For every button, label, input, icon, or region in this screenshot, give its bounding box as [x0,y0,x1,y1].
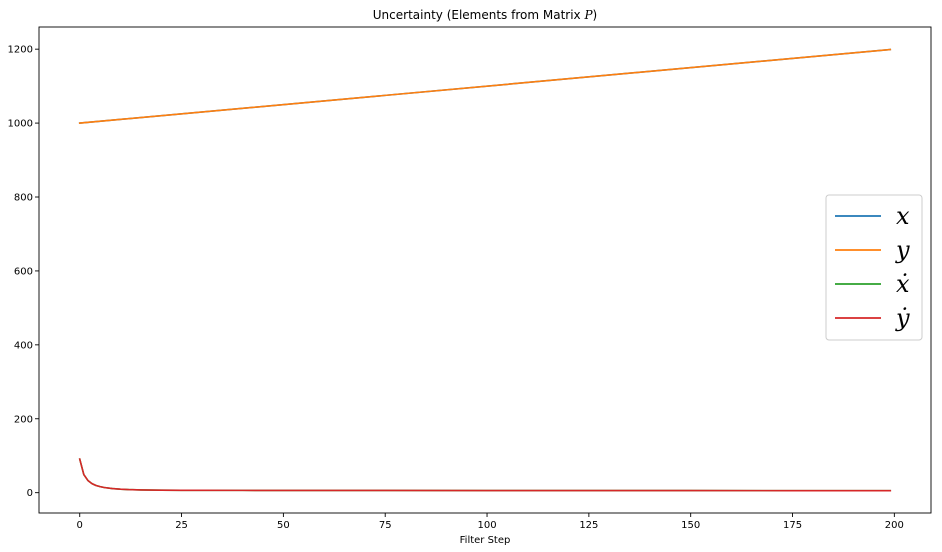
x-tick-label: 150 [681,520,700,531]
y-tick-label: 1200 [8,45,33,56]
y-tick-label: 600 [14,266,33,277]
y-tick-label: 800 [14,193,33,204]
legend-label-1: x [896,202,910,230]
y-tick-label: 200 [14,414,33,425]
x-tick-label: 50 [277,520,290,531]
legend-box [825,194,923,341]
y-tick-label: 1000 [8,119,33,130]
legend-label-3: ẋ [896,270,910,298]
series-line-3 [78,458,892,492]
x-tick-label: 75 [379,520,392,531]
legend-label-2: y [895,236,910,264]
x-tick-label: 125 [579,520,598,531]
y-tick-label: 0 [27,488,33,499]
x-tick-label: 175 [783,520,802,531]
y-tick-label: 400 [14,340,33,351]
x-tick-label: 0 [77,520,83,531]
plot-frame [38,26,932,514]
axis-ticks: 0 25 50 75 100 125 150 175 200 0 200 400 600 800 1000 1… [8,45,904,531]
x-axis-label: Filter Step [460,535,511,546]
plot-area [78,48,892,492]
x-tick-label: 200 [885,520,904,531]
series-line-2 [78,48,892,124]
x-tick-label: 25 [175,520,188,531]
x-tick-label: 100 [477,520,496,531]
series-line-4 [78,458,892,492]
chart-title: Uncertainty (Elements from Matrix P) [373,8,597,22]
legend-label-4: ẏ [895,304,910,332]
